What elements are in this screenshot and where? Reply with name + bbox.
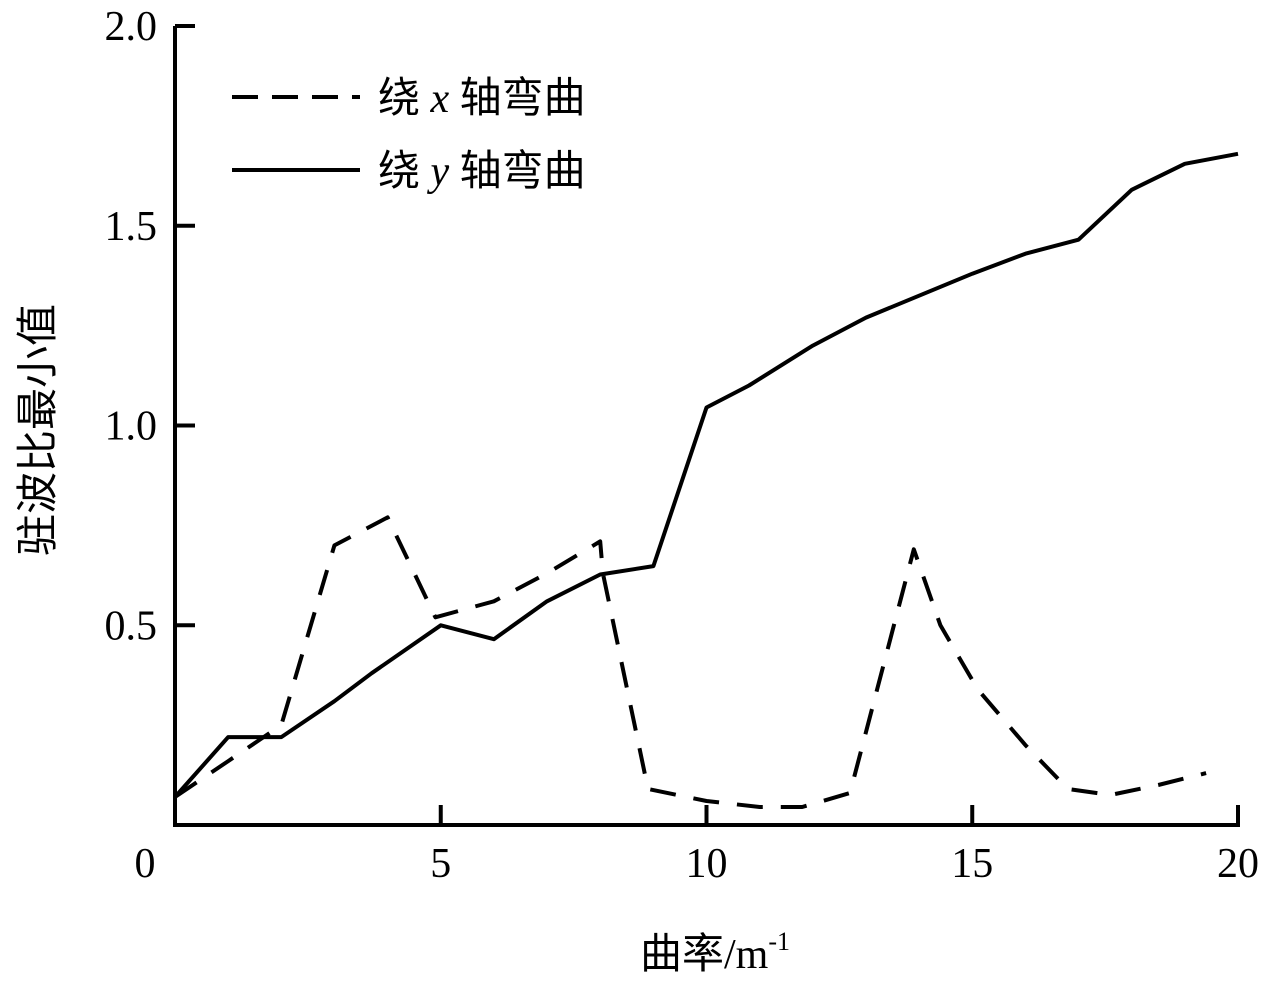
y-axis-title: 驻波比最小值 (16, 304, 62, 556)
x-tick-label: 5 (430, 841, 451, 887)
axes: 0 5 10 15 20 0.5 1.0 1.5 2.0 (105, 4, 1260, 887)
x-axis-title: 曲率/m-1 (640, 927, 790, 978)
legend-label-x: 绕 x 轴弯曲 (378, 75, 586, 122)
series-line-x-bending (173, 515, 1207, 809)
series-group (173, 151, 1239, 809)
x-tick-label: 15 (951, 841, 993, 887)
series-line-y-bending (173, 151, 1239, 799)
x-tick-label: 20 (1217, 841, 1259, 887)
x-tick-label: 0 (135, 841, 156, 887)
legend-label-y: 绕 y 轴弯曲 (378, 148, 586, 195)
y-tick-label: 2.0 (105, 4, 158, 50)
x-tick-label: 10 (686, 841, 728, 887)
y-tick-label: 1.5 (105, 204, 158, 250)
y-tick-label: 0.5 (105, 603, 158, 649)
legend: 绕 x 轴弯曲 绕 y 轴弯曲 (232, 75, 586, 195)
y-tick-label: 1.0 (105, 404, 158, 450)
